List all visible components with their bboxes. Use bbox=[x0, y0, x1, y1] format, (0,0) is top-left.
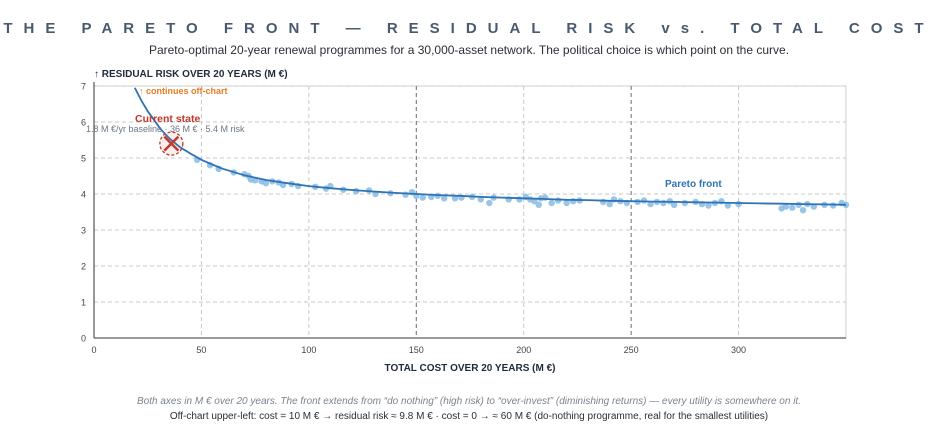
y-tick-label: 2 bbox=[81, 262, 86, 272]
y-tick-label: 4 bbox=[81, 190, 86, 200]
data-point bbox=[829, 202, 837, 209]
y-tick-label: 0 bbox=[81, 334, 86, 344]
data-point bbox=[419, 194, 426, 201]
pareto-front-label: Pareto front bbox=[665, 179, 722, 190]
offchart-note: ↑ continues off-chart bbox=[139, 86, 228, 96]
data-point bbox=[554, 197, 562, 204]
x-tick-label: 50 bbox=[196, 345, 206, 355]
footnote-explanation: Both axes in M € over 20 years. The fron… bbox=[137, 396, 801, 407]
data-point bbox=[451, 195, 459, 202]
x-tick-label: 300 bbox=[731, 345, 746, 355]
x-tick-label: 150 bbox=[409, 345, 424, 355]
data-point bbox=[670, 201, 678, 208]
y-tick-label: 6 bbox=[81, 118, 86, 128]
pareto-front-line bbox=[134, 87, 847, 206]
footnote-offchart: Off-chart upper-left: cost = 10 M € → re… bbox=[169, 411, 769, 422]
data-point bbox=[548, 199, 555, 207]
data-point bbox=[640, 197, 648, 204]
data-point bbox=[486, 199, 493, 207]
chart-subtitle: Pareto-optimal 20-year renewal programme… bbox=[148, 43, 790, 57]
x-tick-label: 100 bbox=[301, 345, 316, 355]
data-point bbox=[660, 199, 667, 207]
marker-layer bbox=[159, 131, 184, 156]
x-tick-label: 0 bbox=[91, 345, 96, 355]
y-tick-label: 1 bbox=[81, 298, 86, 308]
data-point bbox=[735, 200, 742, 208]
data-point bbox=[606, 200, 613, 208]
x-axis-label: TOTAL COST OVER 20 YEARS (M €) bbox=[385, 363, 556, 374]
line-layer bbox=[134, 87, 847, 206]
data-point bbox=[789, 204, 796, 211]
y-axis-label: ↑ RESIDUAL RISK OVER 20 YEARS (M €) bbox=[94, 69, 288, 80]
x-tick-label: 200 bbox=[516, 345, 531, 355]
current-state-cross-b bbox=[163, 135, 180, 152]
x-tick-label: 250 bbox=[624, 345, 639, 355]
current-state-detail: 1.8 M €/yr baseline · 36 M € · 5.4 M ris… bbox=[86, 124, 245, 134]
data-point bbox=[535, 201, 542, 208]
label-layer: ↑ RESIDUAL RISK OVER 20 YEARS (M €) TOTA… bbox=[86, 69, 722, 374]
data-point bbox=[441, 195, 448, 202]
data-point bbox=[516, 196, 523, 203]
data-point bbox=[563, 199, 570, 207]
y-tick-label: 7 bbox=[81, 82, 86, 92]
data-point bbox=[782, 203, 790, 210]
data-point bbox=[262, 180, 270, 187]
axis-layer: 0 1 2 3 4 5 6 7 0 50 100 150 200 250 300 bbox=[81, 82, 846, 355]
points-layer bbox=[193, 156, 850, 214]
current-state-label: Current state bbox=[135, 113, 201, 125]
y-tick-label: 3 bbox=[81, 226, 86, 236]
data-point bbox=[705, 202, 712, 209]
chart-title: THE PARETO FRONT — RESIDUAL RISK vs. TOT… bbox=[3, 20, 935, 37]
data-point bbox=[799, 207, 807, 214]
y-tick-label: 5 bbox=[81, 154, 86, 164]
data-point bbox=[724, 202, 732, 209]
